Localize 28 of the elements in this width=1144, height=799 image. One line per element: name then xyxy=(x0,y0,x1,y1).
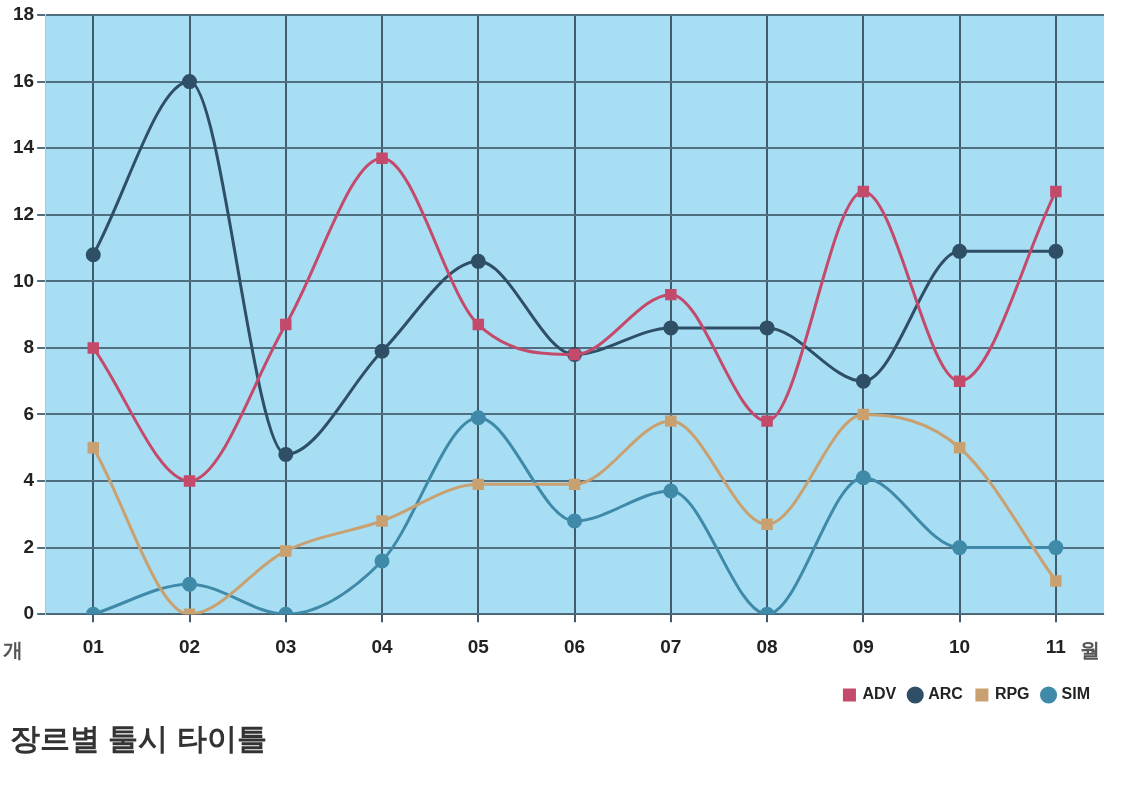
y-tick-label: 8 xyxy=(23,336,35,358)
x-tick-label: 03 xyxy=(275,635,297,657)
legend-label: RPG xyxy=(994,685,1030,703)
x-tick-label: 06 xyxy=(564,635,586,657)
y-tick-label: 12 xyxy=(12,202,35,224)
y-tick-label: 6 xyxy=(23,402,35,424)
x-tick-label: 11 xyxy=(1045,635,1067,657)
legend-label: ADV xyxy=(862,685,897,703)
y-tick-label: 2 xyxy=(23,535,35,557)
x-tick-label: 04 xyxy=(371,635,394,657)
x-axis-title: 월 xyxy=(1079,638,1100,663)
y-tick-label: 4 xyxy=(23,469,35,491)
legend-label: SIM xyxy=(1061,685,1091,703)
x-tick-label: 08 xyxy=(756,635,778,657)
y-tick-label: 0 xyxy=(23,602,35,624)
text: 장르별 툴시 타이틀 xyxy=(10,722,267,756)
legend-label: ARC xyxy=(928,685,964,703)
x-tick-label: 07 xyxy=(660,635,682,657)
y-tick-label: 14 xyxy=(12,136,35,158)
y-tick-label: 16 xyxy=(12,69,35,91)
x-tick-label: 02 xyxy=(178,635,201,657)
y-tick-label: 18 xyxy=(12,3,35,25)
x-tick-label: 05 xyxy=(467,635,490,657)
x-tick-label: 09 xyxy=(852,635,874,657)
x-tick-label: 10 xyxy=(949,635,971,657)
y-tick-label: 10 xyxy=(12,269,35,291)
y-axis-title: 개 xyxy=(3,638,24,663)
x-tick-label: 01 xyxy=(82,635,105,657)
